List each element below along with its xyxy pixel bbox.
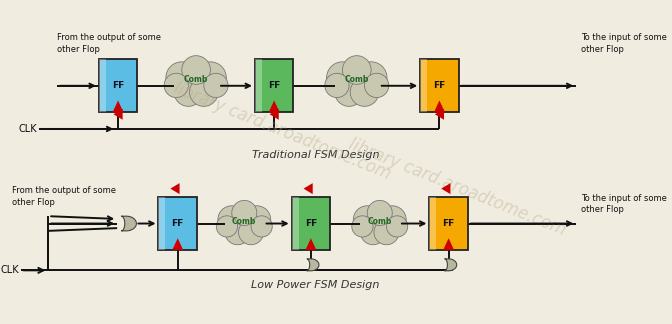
Circle shape: [360, 220, 386, 245]
Circle shape: [195, 62, 226, 94]
FancyBboxPatch shape: [159, 197, 165, 250]
Circle shape: [367, 200, 392, 226]
Polygon shape: [434, 100, 445, 112]
Circle shape: [343, 56, 371, 84]
Circle shape: [181, 56, 210, 84]
Circle shape: [227, 206, 261, 241]
Circle shape: [243, 206, 271, 234]
Circle shape: [355, 62, 387, 94]
Circle shape: [216, 216, 237, 237]
Polygon shape: [114, 109, 122, 120]
FancyBboxPatch shape: [159, 197, 197, 250]
Polygon shape: [307, 259, 319, 271]
FancyBboxPatch shape: [292, 197, 330, 250]
Circle shape: [386, 216, 408, 237]
Circle shape: [364, 73, 388, 98]
Text: From the output of some
other Flop: From the output of some other Flop: [57, 33, 161, 54]
Polygon shape: [172, 238, 183, 250]
FancyBboxPatch shape: [99, 59, 106, 112]
Circle shape: [327, 62, 358, 94]
Circle shape: [176, 62, 216, 102]
Circle shape: [232, 200, 257, 226]
Text: FF: FF: [442, 219, 455, 228]
Polygon shape: [304, 183, 312, 194]
FancyBboxPatch shape: [429, 197, 468, 250]
Polygon shape: [305, 238, 317, 250]
Polygon shape: [445, 259, 457, 271]
Polygon shape: [269, 109, 279, 120]
Text: To the input of some
other Flop: To the input of some other Flop: [581, 193, 667, 214]
Polygon shape: [269, 100, 280, 112]
Polygon shape: [112, 100, 124, 112]
Polygon shape: [442, 183, 450, 194]
FancyBboxPatch shape: [420, 59, 459, 112]
Circle shape: [239, 220, 263, 245]
Polygon shape: [443, 238, 454, 250]
FancyBboxPatch shape: [420, 59, 427, 112]
Circle shape: [218, 206, 246, 234]
Circle shape: [350, 78, 379, 106]
Text: library card.aroadtome.com: library card.aroadtome.com: [345, 135, 568, 239]
Polygon shape: [435, 109, 444, 120]
FancyBboxPatch shape: [255, 59, 294, 112]
Circle shape: [174, 78, 203, 106]
Polygon shape: [121, 216, 136, 231]
Circle shape: [351, 216, 373, 237]
Text: Comb: Comb: [184, 75, 208, 85]
Circle shape: [204, 73, 228, 98]
FancyBboxPatch shape: [292, 197, 298, 250]
Circle shape: [325, 73, 349, 98]
Text: Traditional FSM Design: Traditional FSM Design: [252, 150, 379, 160]
Text: From the output of some
other Flop: From the output of some other Flop: [11, 186, 116, 207]
Circle shape: [353, 206, 381, 234]
Text: CLK: CLK: [0, 265, 19, 275]
Circle shape: [378, 206, 406, 234]
FancyBboxPatch shape: [99, 59, 137, 112]
FancyBboxPatch shape: [255, 59, 262, 112]
Text: Comb: Comb: [368, 217, 392, 226]
Circle shape: [225, 220, 250, 245]
Polygon shape: [171, 183, 179, 194]
Text: Low Power FSM Design: Low Power FSM Design: [251, 280, 380, 290]
Circle shape: [166, 62, 198, 94]
Text: Comb: Comb: [232, 217, 257, 226]
Circle shape: [362, 206, 397, 241]
Text: Comb: Comb: [345, 75, 369, 85]
Circle shape: [164, 73, 188, 98]
Circle shape: [190, 78, 218, 106]
Circle shape: [374, 220, 399, 245]
Circle shape: [251, 216, 272, 237]
Text: To the input of some
other Flop: To the input of some other Flop: [581, 33, 667, 54]
Text: library card.aroadtome.com: library card.aroadtome.com: [171, 80, 394, 184]
Circle shape: [337, 62, 376, 102]
Text: FF: FF: [171, 219, 184, 228]
Text: FF: FF: [268, 81, 280, 90]
Text: FF: FF: [433, 81, 446, 90]
Text: CLK: CLK: [19, 124, 37, 134]
Text: FF: FF: [304, 219, 317, 228]
FancyBboxPatch shape: [429, 197, 436, 250]
Text: FF: FF: [112, 81, 124, 90]
Circle shape: [335, 78, 364, 106]
